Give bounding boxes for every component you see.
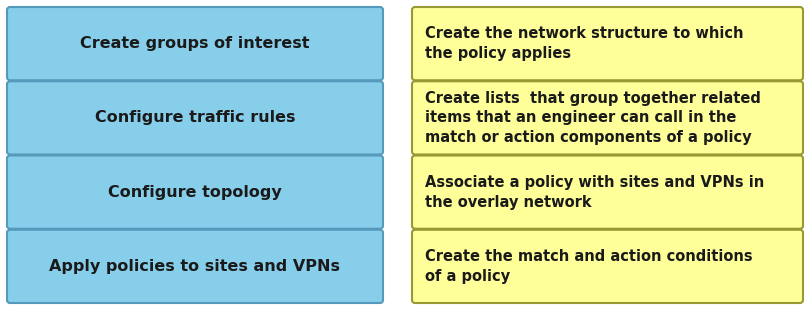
FancyBboxPatch shape [7,230,383,303]
Text: Associate a policy with sites and VPNs in
the overlay network: Associate a policy with sites and VPNs i… [425,175,765,210]
FancyBboxPatch shape [412,156,803,229]
Text: Apply policies to sites and VPNs: Apply policies to sites and VPNs [49,259,341,274]
Text: Create the network structure to which
the policy applies: Create the network structure to which th… [425,26,743,61]
Text: Configure traffic rules: Configure traffic rules [95,110,295,125]
Text: Configure topology: Configure topology [108,185,282,200]
Text: Create lists  that group together related
items that an engineer can call in the: Create lists that group together related… [425,91,761,145]
FancyBboxPatch shape [7,7,383,80]
FancyBboxPatch shape [412,230,803,303]
FancyBboxPatch shape [412,7,803,80]
Text: Create groups of interest: Create groups of interest [80,36,310,51]
FancyBboxPatch shape [412,81,803,154]
FancyBboxPatch shape [7,156,383,229]
Text: Create the match and action conditions
of a policy: Create the match and action conditions o… [425,249,752,284]
FancyBboxPatch shape [7,81,383,154]
